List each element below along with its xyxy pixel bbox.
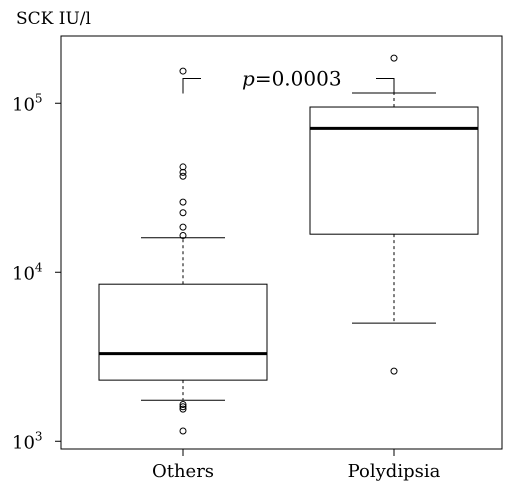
outlier-point [179, 67, 187, 75]
p-value-letter: p [242, 67, 255, 91]
x-tick-label: Polydipsia [348, 461, 441, 482]
iqr-box [98, 283, 268, 381]
outlier-point [179, 232, 187, 240]
box-group [309, 54, 479, 375]
outlier-point [179, 405, 187, 413]
y-tick-label: 105 [12, 91, 43, 115]
p-value-label: p=0.0003 [242, 67, 342, 91]
box-group [98, 67, 268, 435]
outlier-point [390, 367, 398, 375]
outlier-point [179, 168, 187, 176]
y-tick-exponent: 4 [35, 260, 43, 274]
y-tick-label: 103 [12, 429, 43, 453]
y-tick-base: 10 [12, 432, 35, 453]
box-series [98, 54, 479, 435]
outlier-point [179, 163, 187, 171]
outlier-point [179, 223, 187, 231]
outlier-point [179, 209, 187, 217]
y-axis-label: SCK IU/l [16, 9, 91, 29]
outlier-point [179, 198, 187, 206]
outlier-point [179, 401, 187, 409]
y-tick-base: 10 [12, 263, 35, 284]
outlier-point [179, 403, 187, 411]
outlier-point [390, 54, 398, 62]
x-tick-label: Others [152, 461, 214, 482]
bracket-right [376, 78, 395, 94]
y-tick-base: 10 [12, 94, 35, 115]
outlier-point [179, 172, 187, 180]
y-tick-exponent: 5 [35, 91, 43, 105]
y-tick-exponent: 3 [35, 429, 43, 443]
iqr-box [309, 106, 479, 235]
y-tick-label: 104 [12, 260, 43, 284]
p-value-text: =0.0003 [255, 67, 342, 91]
x-axis: Others Polydipsia [152, 449, 441, 482]
bracket-left [182, 78, 201, 94]
plot-frame [60, 35, 503, 450]
significance-annotation: p=0.0003 [182, 67, 395, 94]
outlier-point [179, 427, 187, 435]
